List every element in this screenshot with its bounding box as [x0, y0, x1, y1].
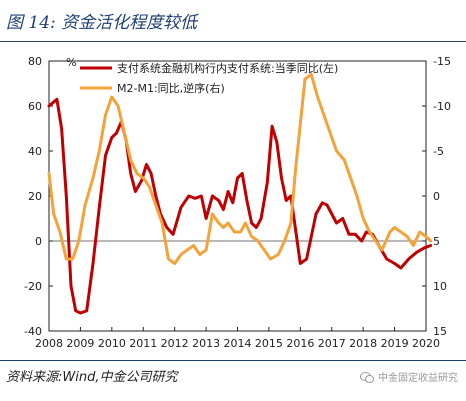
- right-tick-label: -15: [433, 55, 451, 68]
- right-tick-label: 5: [433, 235, 440, 248]
- legend: 支付系统金融机构行内支付系统:当季同比(左) M2-M1:同比,逆序(右): [80, 61, 338, 95]
- x-axis-ticks: 2008 2009 2010 2011 2012 2013 2014 2015 2016 2017…: [35, 327, 440, 350]
- x-tick-label: 2015: [255, 337, 283, 350]
- x-tick-label: 2016: [286, 337, 314, 350]
- right-tick-label: -5: [433, 145, 444, 158]
- title-rule: [0, 41, 466, 42]
- x-tick-label: 2019: [381, 337, 409, 350]
- x-tick-label: 2018: [349, 337, 377, 350]
- left-tick-label: -20: [24, 280, 42, 293]
- watermark-text: 中金固定收益研究: [378, 373, 458, 384]
- figure-title: 图 14: 资金活化程度较低: [6, 13, 198, 33]
- left-tick-label: -40: [24, 325, 42, 338]
- left-axis-ticks: -40 -20 0 20 40 60 80: [24, 55, 53, 338]
- right-tick-label: -10: [433, 100, 451, 113]
- series-layer: [47, 73, 433, 315]
- plot-frame: [48, 60, 427, 332]
- x-tick-label: 2011: [129, 337, 157, 350]
- right-tick-label: 15: [433, 325, 447, 338]
- series-line-2: [47, 73, 433, 265]
- source-note: 资料来源:Wind,中金公司研究: [6, 370, 178, 385]
- x-tick-label: 2013: [192, 337, 220, 350]
- right-tick-label: 0: [433, 190, 440, 203]
- chart-frame: [48, 60, 427, 332]
- series-line-1: [47, 97, 433, 315]
- legend-label-2: M2-M1:同比,逆序(右): [117, 81, 225, 95]
- x-tick-label: 2012: [161, 337, 189, 350]
- x-tick-label: 2010: [98, 337, 126, 350]
- x-tick-label: 2020: [412, 337, 440, 350]
- x-tick-label: 2008: [35, 337, 63, 350]
- x-tick-label: 2014: [224, 337, 252, 350]
- left-axis-unit: %: [66, 56, 76, 69]
- legend-label-1: 支付系统金融机构行内支付系统:当季同比(左): [117, 61, 338, 75]
- watermark: 中金固定收益研究: [360, 369, 458, 384]
- x-tick-label: 2017: [318, 337, 346, 350]
- left-tick-label: 60: [28, 100, 42, 113]
- left-tick-label: 0: [35, 235, 42, 248]
- left-tick-label: 20: [28, 190, 42, 203]
- left-tick-label: 40: [28, 145, 42, 158]
- left-tick-label: 80: [28, 55, 42, 68]
- source-rule: [0, 360, 466, 361]
- right-axis-ticks: -15 -10 -5 0 5 10 15: [422, 55, 451, 338]
- x-tick-label: 2009: [66, 337, 94, 350]
- right-tick-label: 10: [433, 280, 447, 293]
- wechat-icon: [360, 371, 374, 383]
